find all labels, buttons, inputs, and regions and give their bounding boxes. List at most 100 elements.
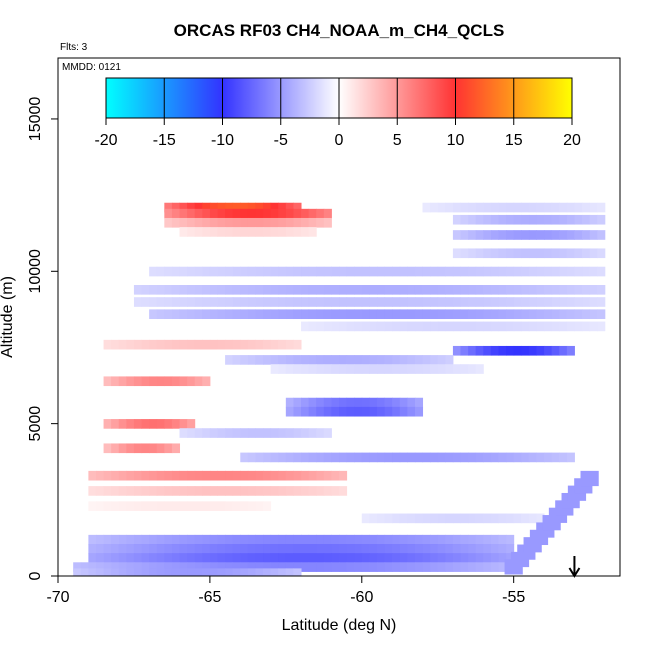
heatmap-cell bbox=[551, 452, 560, 463]
heatmap-cell bbox=[308, 321, 317, 332]
heatmap-cell bbox=[399, 513, 408, 524]
heatmap-cell bbox=[301, 208, 310, 219]
heatmap-cell bbox=[498, 297, 507, 307]
date-label: MMDD: 0121 bbox=[62, 62, 121, 73]
heatmap-cell bbox=[156, 486, 165, 496]
heatmap-cell bbox=[270, 266, 279, 277]
heatmap-cell bbox=[171, 208, 181, 219]
heatmap-cell bbox=[255, 339, 264, 350]
heatmap-cell bbox=[171, 217, 181, 228]
heatmap-cell bbox=[483, 513, 492, 524]
y-tick-label: 10000 bbox=[27, 249, 44, 294]
heatmap-cell bbox=[376, 452, 386, 463]
heatmap-cell bbox=[544, 309, 553, 320]
heatmap-cell bbox=[285, 452, 294, 463]
heatmap-cell bbox=[566, 321, 575, 332]
heatmap-cell bbox=[498, 534, 507, 545]
heatmap-cell bbox=[293, 452, 302, 463]
heatmap-cell bbox=[513, 452, 522, 463]
heatmap-cell bbox=[202, 428, 211, 438]
band-15 bbox=[225, 355, 454, 365]
heatmap-cell bbox=[506, 309, 515, 320]
heatmap-cell bbox=[270, 562, 279, 572]
heatmap-cell bbox=[414, 309, 424, 320]
heatmap-cell bbox=[141, 544, 150, 554]
heatmap-cell bbox=[133, 376, 143, 387]
heatmap-cell bbox=[468, 309, 477, 320]
heatmap-cell bbox=[95, 544, 105, 554]
heatmap-cell bbox=[232, 470, 241, 481]
heatmap-cell bbox=[171, 562, 181, 572]
heatmap-cell bbox=[392, 513, 401, 524]
heatmap-cell bbox=[301, 428, 310, 438]
heatmap-cell bbox=[566, 285, 575, 295]
heatmap-cell bbox=[528, 202, 537, 213]
heatmap-cell bbox=[339, 562, 348, 572]
heatmap-cell bbox=[240, 227, 249, 237]
heatmap-cell bbox=[194, 227, 203, 237]
heatmap-cell bbox=[361, 553, 370, 563]
heatmap-cell bbox=[566, 266, 575, 277]
heatmap-cell bbox=[141, 562, 150, 572]
heatmap-cell bbox=[278, 470, 287, 481]
colorbar-tick-label: 20 bbox=[563, 132, 581, 149]
heatmap-cell bbox=[255, 309, 264, 320]
heatmap-cell bbox=[95, 470, 105, 481]
heatmap-cell bbox=[255, 534, 264, 545]
heatmap-cell bbox=[278, 227, 287, 237]
heatmap-cell bbox=[445, 297, 454, 307]
heatmap-cell bbox=[285, 553, 294, 563]
heatmap-cell bbox=[111, 486, 120, 496]
x-tick-label: -60 bbox=[350, 589, 373, 606]
heatmap-cell bbox=[217, 553, 226, 563]
heatmap-cell bbox=[483, 202, 492, 213]
heatmap-cell bbox=[270, 297, 279, 307]
heatmap-cell bbox=[217, 486, 226, 496]
heatmap-cell bbox=[232, 486, 241, 496]
heatmap-cell bbox=[118, 443, 127, 454]
heatmap-cell bbox=[278, 553, 287, 563]
heatmap-cell bbox=[247, 544, 256, 554]
heatmap-cell bbox=[164, 297, 173, 307]
heatmap-cell bbox=[452, 321, 462, 332]
heatmap-cell bbox=[536, 230, 545, 240]
heatmap-cell bbox=[301, 452, 310, 463]
heatmap-cell bbox=[247, 227, 256, 237]
heatmap-cell bbox=[270, 364, 279, 374]
heatmap-cell bbox=[407, 513, 416, 524]
heatmap-cell bbox=[323, 397, 332, 408]
heatmap-cell bbox=[232, 428, 241, 438]
heatmap-cell bbox=[498, 202, 507, 213]
heatmap-cell bbox=[339, 266, 348, 277]
heatmap-cell bbox=[528, 248, 537, 259]
heatmap-cell bbox=[285, 202, 294, 213]
heatmap-cell bbox=[582, 309, 591, 320]
band-30 bbox=[88, 553, 515, 563]
heatmap-cell bbox=[551, 266, 560, 277]
heatmap-cell bbox=[475, 266, 484, 277]
heatmap-cell bbox=[468, 562, 477, 572]
heatmap-cell bbox=[354, 321, 363, 332]
heatmap-cell bbox=[149, 266, 158, 277]
heatmap-cell bbox=[323, 217, 332, 228]
colorbar-tick-label: 15 bbox=[505, 132, 523, 149]
heatmap-cell bbox=[187, 553, 196, 563]
heatmap-cell bbox=[225, 339, 234, 350]
heatmap-cell bbox=[346, 562, 355, 572]
heatmap-cell bbox=[103, 562, 112, 572]
heatmap-cell bbox=[589, 297, 598, 307]
heatmap-cell bbox=[301, 285, 310, 295]
heatmap-cell bbox=[187, 544, 196, 554]
heatmap-cell bbox=[247, 297, 256, 307]
colorbar-tick-label: -10 bbox=[211, 132, 234, 149]
heatmap-cell bbox=[445, 364, 454, 374]
heatmap-cell bbox=[202, 501, 211, 511]
heatmap-cell bbox=[346, 297, 355, 307]
heatmap-cell bbox=[240, 297, 249, 307]
heatmap-cell bbox=[490, 452, 499, 463]
heatmap-cell bbox=[308, 486, 317, 496]
heatmap-cell bbox=[240, 534, 249, 545]
heatmap-cell bbox=[354, 266, 363, 277]
heatmap-cell bbox=[323, 208, 332, 219]
heatmap-cell bbox=[156, 266, 165, 277]
